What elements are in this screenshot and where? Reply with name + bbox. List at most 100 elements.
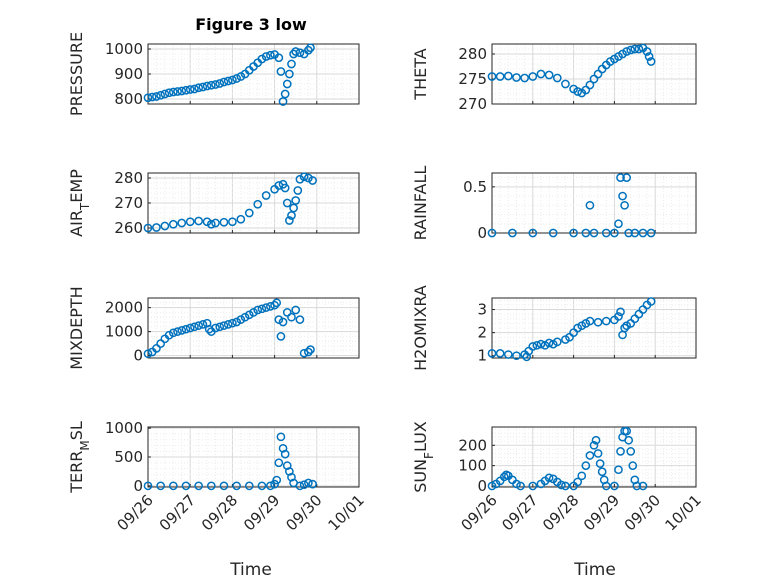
data-point [185, 217, 195, 227]
data-point [291, 196, 301, 205]
data-point [285, 216, 294, 225]
data-point [544, 338, 554, 348]
data-point [495, 349, 505, 358]
y-axis-label: SUNFLUX [411, 421, 436, 493]
data-point [634, 44, 644, 54]
data-point [299, 172, 309, 182]
data-point [624, 435, 634, 445]
data-point [168, 481, 178, 491]
y-tick-label: 100 [458, 457, 487, 475]
data-point [308, 479, 317, 489]
data-point [577, 471, 587, 481]
data-point [156, 481, 166, 491]
data-point [589, 440, 599, 450]
y-tick-label: 0.5 [463, 178, 487, 196]
data-point [516, 481, 525, 491]
y-tick-label: 0 [477, 224, 487, 242]
axes-frame [491, 43, 697, 105]
data-point [487, 228, 497, 238]
data-point [620, 323, 629, 333]
data-point [282, 308, 292, 317]
data-point [295, 481, 305, 491]
data-point [143, 223, 153, 233]
data-point [638, 228, 648, 238]
data-point [512, 351, 521, 361]
x-axis-label-right: Time [573, 560, 616, 580]
data-point [228, 318, 237, 328]
plot-area [492, 173, 696, 233]
x-tick-label: 09/27 [156, 491, 199, 534]
data-point [291, 47, 301, 56]
data-point [185, 323, 195, 333]
panel-5: 1 2 3 H2OMIXRA [411, 285, 697, 371]
data-point [143, 481, 153, 491]
data-point [219, 77, 229, 87]
data-point [616, 173, 625, 182]
data-point [646, 297, 656, 306]
data-point [219, 217, 229, 227]
data-point [626, 45, 636, 55]
panel-1: 270 275 280 THETA [411, 43, 697, 113]
data-point [487, 481, 497, 491]
data-point [223, 76, 233, 86]
data-point [503, 71, 513, 81]
data-point [152, 92, 161, 101]
data-point [168, 328, 178, 338]
data-point [295, 315, 305, 324]
data-point [299, 348, 309, 358]
y-tick-label: 1000 [105, 419, 143, 437]
data-point [508, 228, 517, 238]
data-point [173, 87, 182, 96]
data-point [304, 45, 313, 55]
data-point [287, 312, 296, 322]
data-point [190, 322, 199, 332]
axes-frame [491, 297, 697, 359]
data-point [616, 307, 625, 317]
panel-3: 0 0.5 RAINFALL [411, 166, 697, 242]
data-point [219, 321, 229, 330]
y-axis-label: H2OMIXRA [411, 285, 430, 371]
data-point [266, 50, 275, 60]
data-point [522, 352, 532, 362]
x-tick-label: 09/28 [539, 491, 582, 534]
data-point [289, 203, 298, 213]
data-point [257, 304, 267, 314]
y-tick-label: 270 [114, 194, 143, 212]
data-point [156, 339, 166, 348]
data-point [616, 447, 625, 456]
y-tick-label: 900 [114, 65, 143, 83]
data-point [573, 87, 583, 96]
data-point [280, 449, 290, 459]
data-point [304, 347, 313, 357]
data-point [276, 332, 286, 341]
data-point [593, 449, 603, 458]
data-point [306, 43, 315, 53]
data-point [244, 310, 254, 320]
data-point [181, 481, 191, 491]
data-point [194, 321, 203, 330]
data-point [573, 477, 583, 487]
y-tick-label: 500 [114, 448, 143, 466]
x-axis-label-left: Time [229, 560, 272, 580]
x-tick-label: 10/01 [325, 491, 368, 534]
data-point [185, 85, 195, 94]
data-point [595, 459, 605, 468]
x-tick-label: 09/30 [282, 491, 325, 534]
data-point [280, 89, 290, 99]
data-point [308, 176, 317, 185]
data-point [228, 75, 237, 85]
data-point [177, 218, 187, 228]
data-point [228, 217, 237, 227]
data-point [628, 461, 638, 470]
data-point [644, 52, 654, 61]
data-point [618, 191, 627, 201]
data-point [597, 467, 607, 477]
x-tick-label: 10/01 [662, 491, 705, 534]
data-point [536, 69, 546, 79]
data-point [589, 228, 599, 238]
data-point [287, 211, 296, 220]
y-tick-label: 0 [477, 477, 487, 495]
data-point [304, 478, 313, 488]
data-point [585, 80, 595, 90]
data-point [561, 481, 570, 491]
